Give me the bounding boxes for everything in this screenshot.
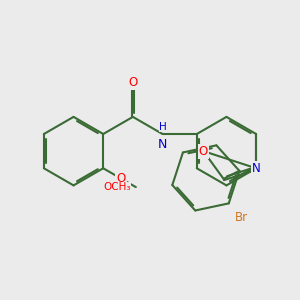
Text: H: H — [159, 122, 167, 132]
Text: Br: Br — [235, 211, 248, 224]
Text: OCH₃: OCH₃ — [103, 182, 131, 192]
Text: O: O — [116, 172, 126, 185]
Text: O: O — [128, 76, 137, 89]
Text: N: N — [158, 138, 167, 151]
Text: N: N — [252, 162, 260, 175]
Text: O: O — [199, 145, 208, 158]
